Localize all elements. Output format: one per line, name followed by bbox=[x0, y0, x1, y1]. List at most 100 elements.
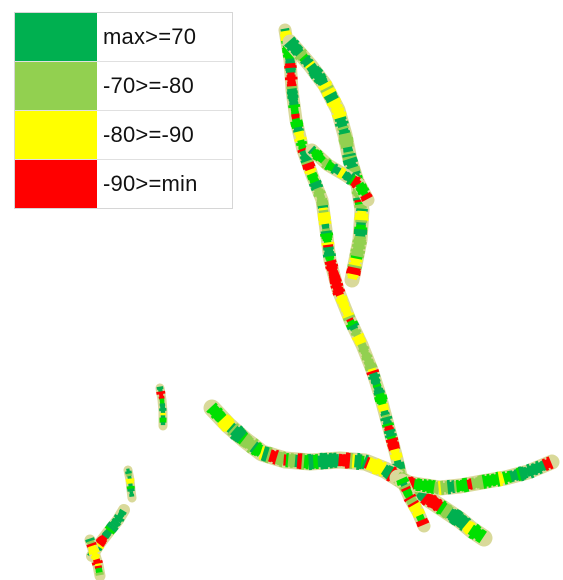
measurement-bar bbox=[221, 417, 235, 433]
measurement-bar bbox=[246, 439, 256, 450]
measurement-bar bbox=[111, 517, 122, 527]
measurement-bar bbox=[300, 155, 312, 162]
measurement-bar bbox=[475, 528, 485, 542]
measurement-bar bbox=[331, 106, 345, 114]
measurement-bar bbox=[438, 502, 448, 516]
measurement-bar bbox=[481, 474, 487, 489]
measurement-bar bbox=[328, 99, 342, 109]
measurement-bar bbox=[380, 409, 389, 415]
measurement-bar bbox=[291, 115, 300, 120]
measurement-bar bbox=[437, 480, 443, 496]
measurement-bar bbox=[313, 190, 326, 198]
measurement-bar bbox=[217, 413, 230, 426]
measurement-bar bbox=[459, 517, 472, 532]
measurement-bar bbox=[288, 104, 301, 109]
measurement-bar bbox=[285, 69, 296, 74]
measurement-bar bbox=[513, 469, 520, 481]
measurement-bar bbox=[307, 173, 319, 181]
measurement-bar bbox=[402, 488, 412, 495]
measurement-bar bbox=[330, 102, 342, 110]
measurement-bar bbox=[287, 94, 299, 100]
measurement-bar bbox=[287, 454, 292, 467]
measurement-bar bbox=[361, 350, 370, 357]
measurement-bar bbox=[364, 360, 375, 367]
measurement-bar bbox=[224, 420, 236, 433]
measurement-bar bbox=[350, 259, 361, 265]
measurement-bar bbox=[286, 85, 298, 90]
measurement-bar bbox=[424, 480, 429, 492]
measurement-bar bbox=[321, 453, 326, 470]
measurement-bar bbox=[332, 288, 346, 296]
measurement-bar bbox=[347, 319, 355, 325]
measurement-bar bbox=[347, 263, 363, 270]
measurement-bar bbox=[354, 454, 358, 468]
measurement-bar bbox=[355, 181, 365, 189]
measurement-bar bbox=[333, 166, 340, 174]
measurement-bar bbox=[365, 456, 374, 471]
measurement-bar bbox=[479, 474, 485, 490]
measurement-bar bbox=[356, 222, 366, 226]
measurement-bar bbox=[129, 493, 135, 497]
measurement-bar bbox=[452, 511, 464, 527]
measurement-bar bbox=[352, 331, 362, 338]
measurement-bar bbox=[461, 477, 468, 493]
measurement-bar bbox=[380, 415, 393, 422]
measurement-bar bbox=[96, 536, 107, 546]
measurement-bar bbox=[390, 448, 400, 454]
measurement-bar bbox=[429, 496, 439, 509]
measurement-bar bbox=[435, 500, 447, 515]
measurement-bar bbox=[287, 92, 298, 97]
measurement-bar bbox=[330, 282, 344, 289]
measurement-bar bbox=[292, 128, 305, 134]
measurement-bar bbox=[308, 176, 319, 183]
measurement-bar bbox=[293, 126, 303, 131]
measurement-bar bbox=[208, 404, 219, 415]
measurement-bar bbox=[355, 183, 367, 192]
measurement-bar bbox=[325, 93, 338, 102]
measurement-bar bbox=[352, 239, 367, 245]
measurement-bar bbox=[468, 523, 480, 539]
measurement-bar bbox=[92, 556, 100, 561]
measurement-bar bbox=[92, 558, 101, 564]
measurement-bar bbox=[370, 378, 381, 385]
measurement-bar bbox=[283, 454, 287, 466]
measurement-bar bbox=[291, 123, 304, 130]
measurement-bar bbox=[322, 88, 337, 98]
measurement-bar bbox=[441, 504, 453, 519]
measurement-bar bbox=[374, 394, 388, 401]
measurement-bar bbox=[342, 312, 355, 320]
measurement-bar bbox=[382, 420, 393, 426]
measurement-bar bbox=[477, 475, 483, 490]
measurement-bar bbox=[159, 407, 167, 412]
measurement-bar bbox=[454, 513, 466, 527]
measurement-bar bbox=[440, 480, 445, 495]
measurement-bar bbox=[335, 167, 342, 176]
measurement-bar bbox=[446, 508, 455, 520]
measurement-bar bbox=[526, 463, 535, 479]
measurement-bar bbox=[363, 456, 371, 469]
measurement-bar bbox=[400, 485, 412, 493]
measurement-bar bbox=[252, 443, 264, 457]
measurement-bar bbox=[323, 239, 332, 244]
measurement-bar bbox=[331, 280, 342, 287]
measurement-bar bbox=[323, 159, 333, 171]
measurement-bar bbox=[297, 139, 305, 144]
measurement-bar bbox=[349, 452, 354, 469]
measurement-bar bbox=[235, 430, 248, 444]
measurement-bar bbox=[316, 200, 329, 205]
measurement-bar bbox=[417, 516, 425, 522]
measurement-bar bbox=[270, 450, 277, 463]
measurement-bar bbox=[342, 454, 347, 467]
measurement-bar bbox=[330, 163, 339, 175]
measurement-bar bbox=[338, 136, 354, 143]
measurement-bar bbox=[258, 446, 266, 460]
measurement-bar bbox=[385, 437, 399, 443]
measurement-bar bbox=[380, 411, 390, 417]
measurement-bar bbox=[393, 457, 401, 462]
measurement-bar bbox=[101, 531, 110, 540]
measurement-bar bbox=[385, 431, 395, 437]
measurement-bar bbox=[303, 454, 308, 469]
measurement-bar bbox=[348, 174, 357, 186]
measurement-bar bbox=[309, 178, 320, 185]
measurement-bar bbox=[287, 81, 296, 85]
